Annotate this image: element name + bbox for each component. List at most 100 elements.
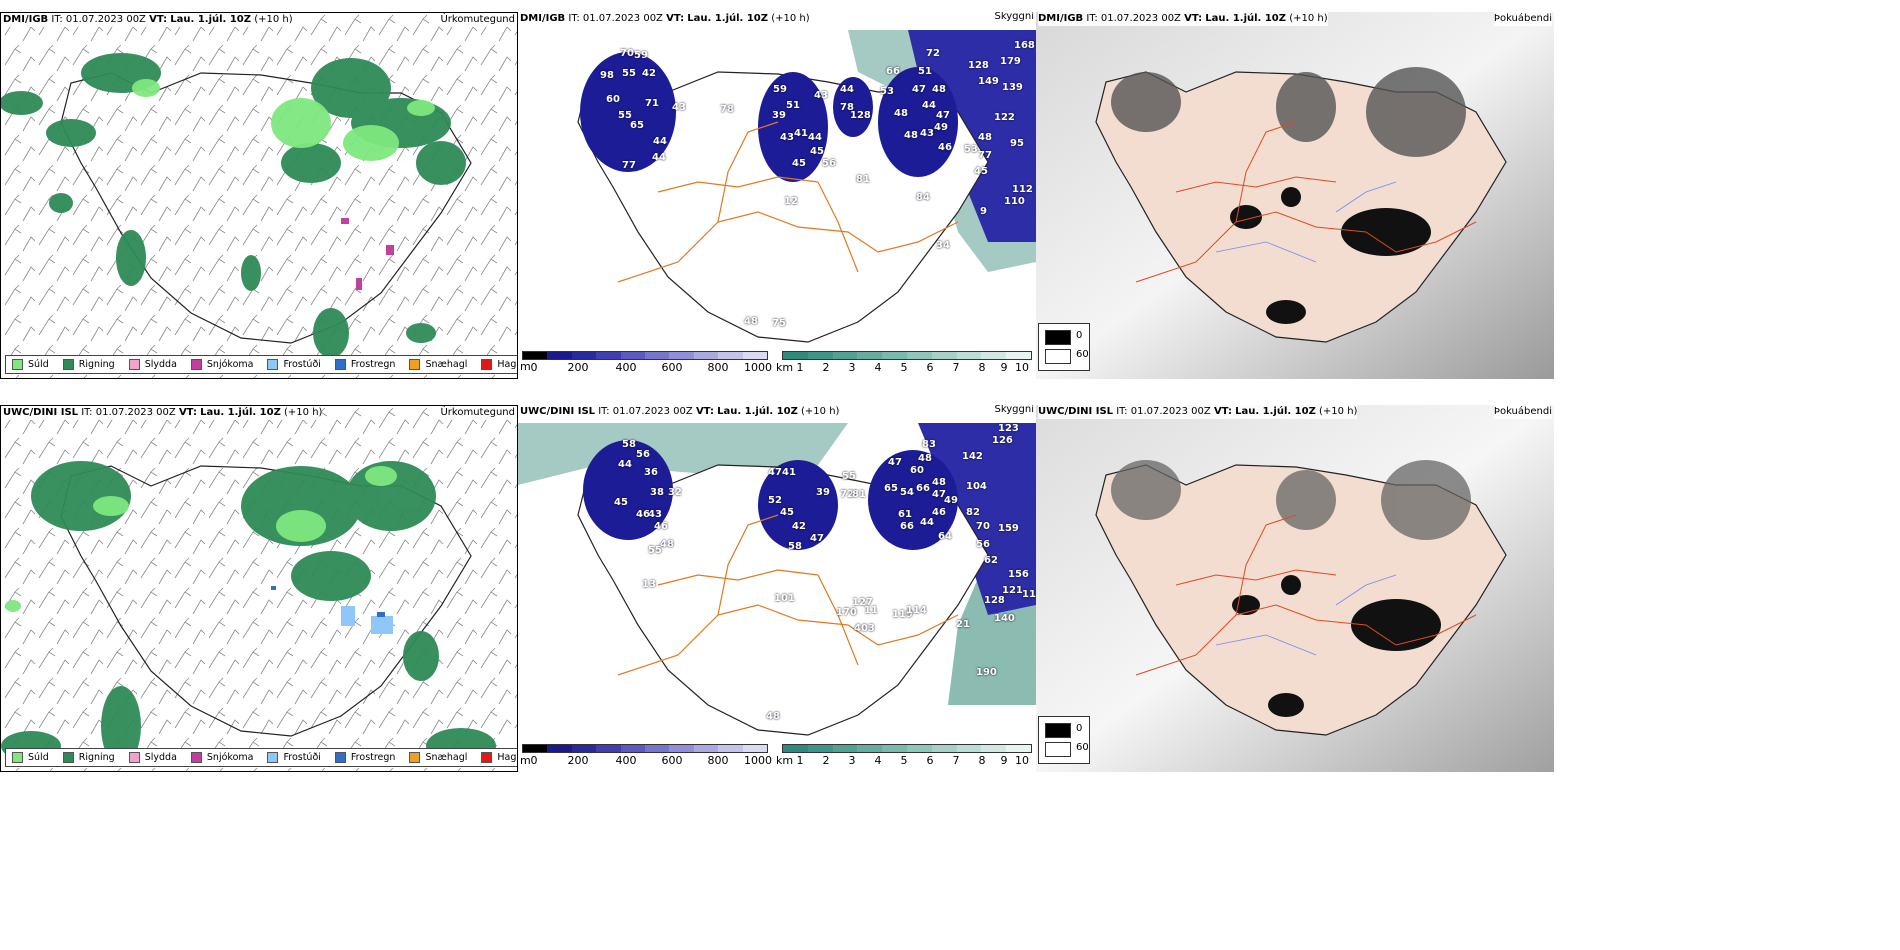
legend-item: Snjókoma	[190, 752, 253, 763]
vis-label: 179	[1000, 56, 1021, 67]
vis-color-6	[931, 745, 957, 752]
vis-scale-bar	[782, 351, 1032, 360]
vis-label: 46	[938, 142, 952, 153]
terrain-tick: 600	[661, 361, 683, 374]
terrain-tick: 0	[530, 754, 538, 767]
vis-label: 55	[618, 110, 632, 121]
vis-tick: 6	[926, 754, 934, 767]
vis-label: 98	[600, 70, 614, 81]
vis-label: 46	[654, 521, 668, 532]
vis-label: 9	[980, 206, 987, 217]
fog-panel-row2: UWC/DINI ISL IT: 01.07.2023 00Z VT: Lau.…	[1036, 405, 1554, 772]
vis-label: 56	[976, 539, 990, 550]
terrain-tick: 1000	[744, 361, 772, 374]
vis-label: 47	[936, 110, 950, 121]
terrain-scale-bar	[522, 351, 768, 360]
vis-label: 77	[978, 150, 992, 161]
vis-label: 51	[786, 100, 800, 111]
terrain-color-8	[718, 352, 743, 359]
fog-legend: 0 60	[1038, 716, 1090, 764]
vis-label: 66	[886, 66, 900, 77]
vis-label: 168	[1014, 40, 1035, 51]
precip-header-row1: DMI/IGB IT: 01.07.2023 00Z VT: Lau. 1.jú…	[3, 13, 515, 27]
vis-color-5	[906, 352, 932, 359]
vis-ticks: km 1 2 3 4 5 6 7 8 9 10	[776, 753, 1032, 767]
vis-label: 65	[884, 483, 898, 494]
legend-item: Haglél	[481, 752, 517, 763]
vis-tick: 2	[822, 754, 830, 767]
terrain-tick: 800	[707, 361, 729, 374]
terrain-color-9	[742, 745, 768, 752]
terrain-tick: 200	[567, 361, 589, 374]
vis-label: 46	[636, 509, 650, 520]
vis-color-0	[783, 352, 808, 359]
vis-label: 13	[642, 579, 656, 590]
vis-label: 21	[956, 619, 970, 630]
vis-label: 56	[822, 158, 836, 169]
vis-label: 71	[645, 98, 659, 109]
vis-label: 39	[816, 487, 830, 498]
vis-tick: 1	[796, 361, 804, 374]
fog-legend: 0 60	[1038, 323, 1090, 371]
vis-label: 83	[922, 439, 936, 450]
vis-label: 47	[768, 467, 782, 478]
vis-color-3	[857, 352, 883, 359]
vis-tick: 2	[822, 361, 830, 374]
vis-color-1	[807, 352, 833, 359]
vis-label: 64	[938, 531, 952, 542]
vis-label: 38	[650, 487, 664, 498]
vis-label: 159	[998, 523, 1019, 534]
vis-label: 54	[900, 487, 914, 498]
vis-label: 72	[926, 48, 940, 59]
vis-color-7	[956, 745, 982, 752]
terrain-color-0	[523, 352, 548, 359]
vis-label: 44	[840, 84, 854, 95]
vis-label: 44	[653, 136, 667, 147]
vis-label: 45	[792, 158, 806, 169]
terrain-color-8	[718, 745, 743, 752]
terrain-color-4	[620, 352, 646, 359]
vis-label: 43	[780, 132, 794, 143]
legend-item: Haglél	[481, 359, 517, 370]
vis-label: 41	[794, 128, 808, 139]
fog-legend-black	[1045, 330, 1071, 345]
vis-label: 47	[810, 533, 824, 544]
vis-color-1	[807, 745, 833, 752]
vis-label: 48	[744, 316, 758, 327]
legend-swatch-rigning	[62, 359, 74, 370]
vis-label: 119	[892, 609, 913, 620]
vis-label: 70	[620, 48, 634, 59]
terrain-tick: 0	[530, 361, 538, 374]
terrain-color-6	[669, 352, 694, 359]
vis-label: 139	[1002, 82, 1023, 93]
vis-label: 58	[788, 541, 802, 552]
terrain-unit: m	[520, 754, 531, 767]
terrain-color-3	[596, 745, 621, 752]
vis-label: 156	[1008, 569, 1029, 580]
vis-label: 149	[978, 76, 999, 87]
terrain-scale-bar	[522, 744, 768, 753]
vis-scale: km 1 2 3 4 5 6 7 8 9 10	[776, 351, 1032, 379]
precip-map	[1, 13, 517, 378]
vis-label: 55	[842, 471, 856, 482]
vis-label: 44	[920, 517, 934, 528]
vis-label: 53	[964, 144, 978, 155]
vis-tick: 3	[848, 361, 856, 374]
vis-tick: 10	[1015, 361, 1029, 374]
vis-label: 77	[622, 160, 636, 171]
vis-label: 66	[916, 483, 930, 494]
terrain-tick: 800	[707, 754, 729, 767]
vis-color-7	[956, 352, 982, 359]
vis-label: 140	[994, 613, 1015, 624]
precip-panel-row2: UWC/DINI ISL IT: 01.07.2023 00Z VT: Lau.…	[0, 405, 518, 772]
precip-title: Úrkomutegund	[440, 406, 515, 420]
vis-label: 112	[1012, 184, 1033, 195]
legend-swatch-haglel	[481, 752, 493, 763]
vis-label: 62	[984, 555, 998, 566]
terrain-color-1	[547, 745, 572, 752]
vis-label: 61	[898, 509, 912, 520]
vis-label: 55	[648, 545, 662, 556]
fog-legend-black-label: 0	[1076, 330, 1083, 341]
terrain-color-5	[645, 745, 670, 752]
vis-label: 126	[992, 435, 1013, 446]
